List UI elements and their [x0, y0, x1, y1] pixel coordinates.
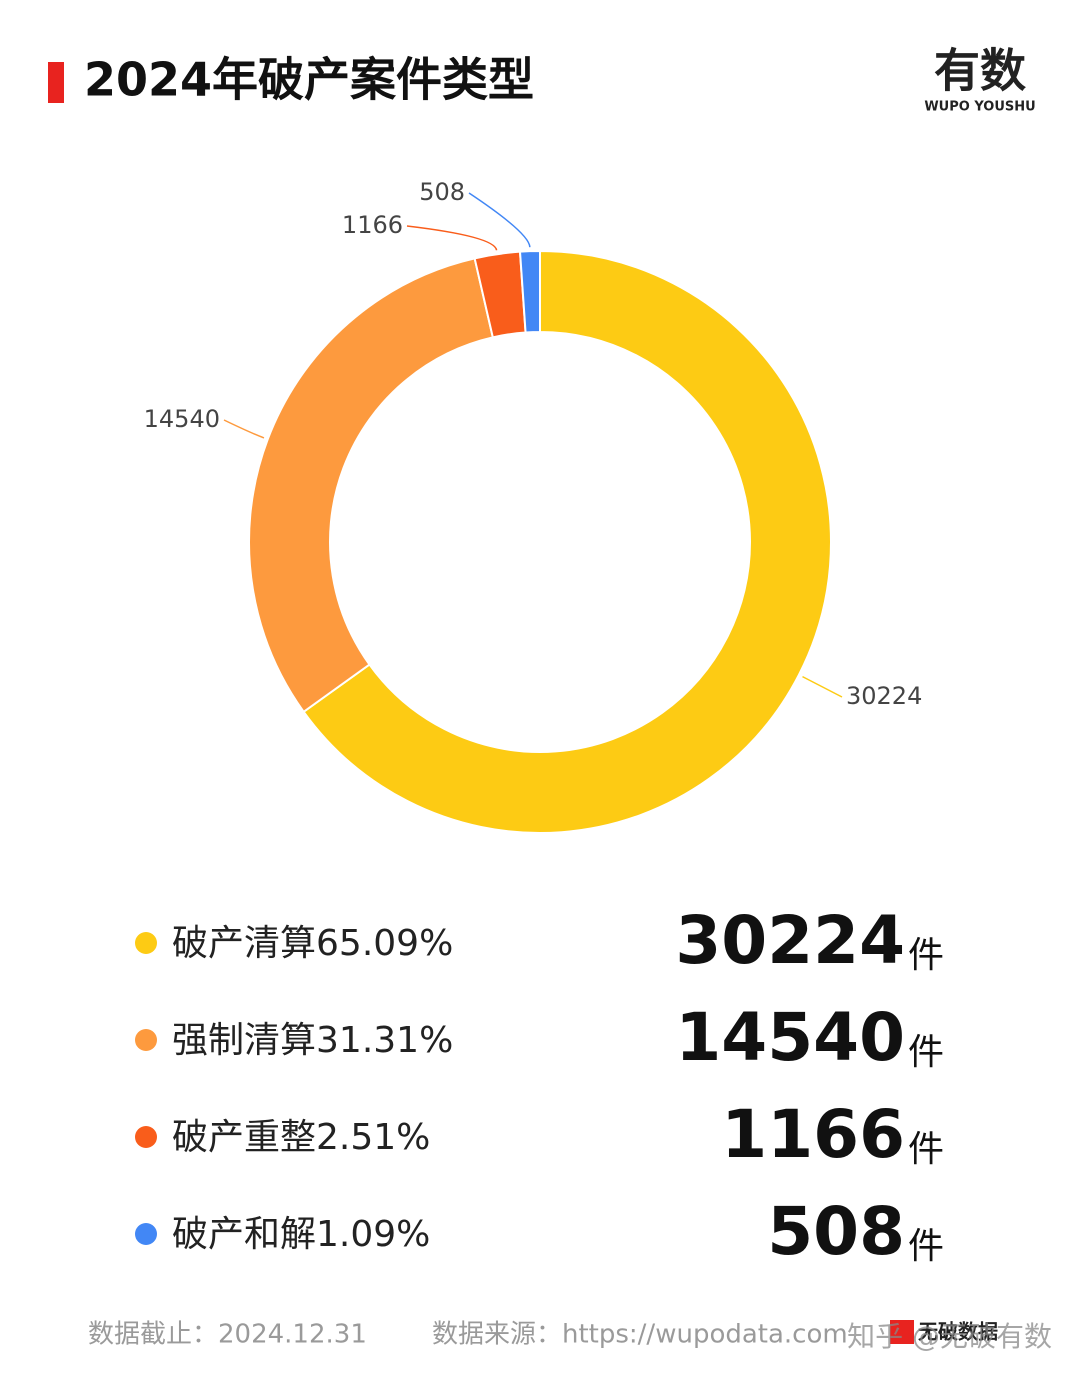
title-bar: [48, 62, 64, 103]
leader-line: [468, 192, 531, 248]
unit: 件: [908, 1129, 944, 1170]
unit: 件: [908, 935, 944, 976]
legend-dot: [135, 1029, 157, 1051]
slice: [248, 257, 495, 714]
slice: [518, 249, 541, 334]
leader-line: [406, 225, 498, 251]
legend-label: 破产和解1.09%: [172, 1214, 430, 1255]
category: 破产重整: [172, 1117, 316, 1158]
cutoff: 数据截止：2024.12.31: [88, 1320, 367, 1350]
share-label: 1.09%: [316, 1214, 430, 1255]
unit: 件: [908, 1032, 944, 1073]
legend-label: 破产重整2.51%: [172, 1117, 430, 1158]
value-text: 14540: [675, 999, 905, 1076]
share-label: 31.31%: [316, 1020, 453, 1061]
unit: 件: [908, 1226, 944, 1267]
data-label: 30224: [846, 682, 922, 710]
share-label: 2.51%: [316, 1117, 430, 1158]
logo-sub: WUPO YOUSHU: [924, 100, 1035, 115]
legend-label: 强制清算31.31%: [172, 1020, 453, 1061]
leader-line: [802, 675, 843, 698]
share-label: 65.09%: [316, 923, 453, 964]
slice: [302, 249, 832, 834]
logo: 有数: [934, 44, 1026, 98]
leader-line: [223, 419, 265, 439]
title: 2024年破产案件类型: [84, 53, 534, 107]
data-label: 508: [419, 178, 465, 206]
value-text: 30224: [675, 902, 905, 979]
category: 强制清算: [172, 1020, 316, 1061]
value-text: 1166: [721, 1096, 905, 1173]
legend-dot: [135, 1223, 157, 1245]
donut-chart: 30224 14540 1166 508: [144, 178, 922, 834]
watermark: 知乎 @无破有数: [847, 1320, 1052, 1353]
category: 破产清算: [172, 923, 316, 964]
data-label: 14540: [144, 405, 220, 433]
source: 数据来源：https://wupodata.com: [432, 1320, 848, 1350]
legend-dot: [135, 1126, 157, 1148]
value-text: 508: [767, 1193, 905, 1270]
brand-icon: [890, 1320, 914, 1344]
category: 破产和解: [172, 1214, 316, 1255]
data-label: 1166: [342, 211, 403, 239]
legend-dot: [135, 932, 157, 954]
legend-label: 破产清算65.09%: [172, 923, 453, 964]
brand: 无破数据: [918, 1320, 998, 1344]
